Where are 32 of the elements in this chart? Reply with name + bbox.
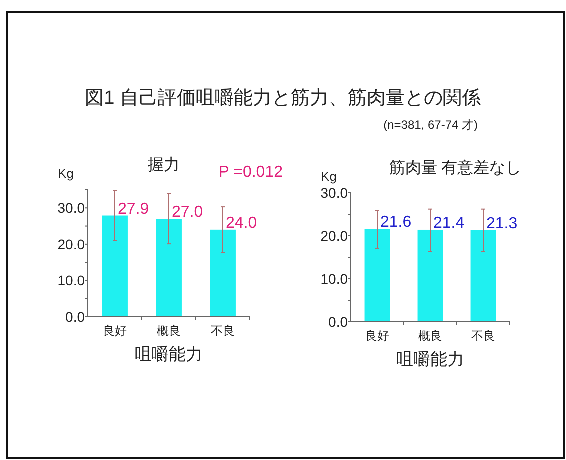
y-tick-label: 20.0 (320, 228, 348, 244)
y-axis-title: Kg (321, 169, 337, 184)
text: (n=381, 67-74 才) (384, 118, 478, 132)
bar (156, 219, 182, 317)
x-tick-label: 概良 (418, 329, 442, 343)
bar (210, 230, 236, 317)
x-tick-label: 不良 (472, 329, 496, 343)
y-tick-label: 30.0 (58, 200, 86, 216)
x-axis-title: 咀嚼能力 (135, 345, 203, 364)
data-label: 27.9 (118, 200, 150, 218)
y-tick-label: 0.0 (66, 309, 86, 325)
data-label: 27.0 (172, 204, 204, 222)
data-label: 21.4 (434, 214, 465, 232)
y-tick-label: 0.0 (328, 314, 348, 330)
x-axis-title: 咀嚼能力 (396, 350, 464, 369)
chart-title: 筋肉量 有意差なし (389, 159, 522, 177)
y-tick-label: 10.0 (58, 272, 86, 289)
data-label: 21.6 (380, 214, 412, 232)
y-tick-label: 10.0 (320, 271, 348, 287)
x-tick-label: 良好 (366, 329, 390, 343)
y-axis-title: Kg (58, 166, 74, 181)
bar (102, 216, 128, 317)
text: P =0.012 (218, 164, 284, 181)
chart-title: 握力 (148, 156, 180, 174)
caption: 図1 自己評価咀嚼能力と筋力、筋肉量との関係 (85, 88, 481, 109)
data-label: 21.3 (486, 215, 518, 232)
y-tick-label: 20.0 (58, 236, 86, 252)
data-label: 24.0 (226, 214, 258, 232)
x-tick-label: 良好 (103, 324, 127, 338)
y-tick-label: 30.0 (320, 185, 348, 201)
x-tick-label: 概良 (157, 324, 181, 338)
x-tick-label: 不良 (211, 324, 235, 338)
